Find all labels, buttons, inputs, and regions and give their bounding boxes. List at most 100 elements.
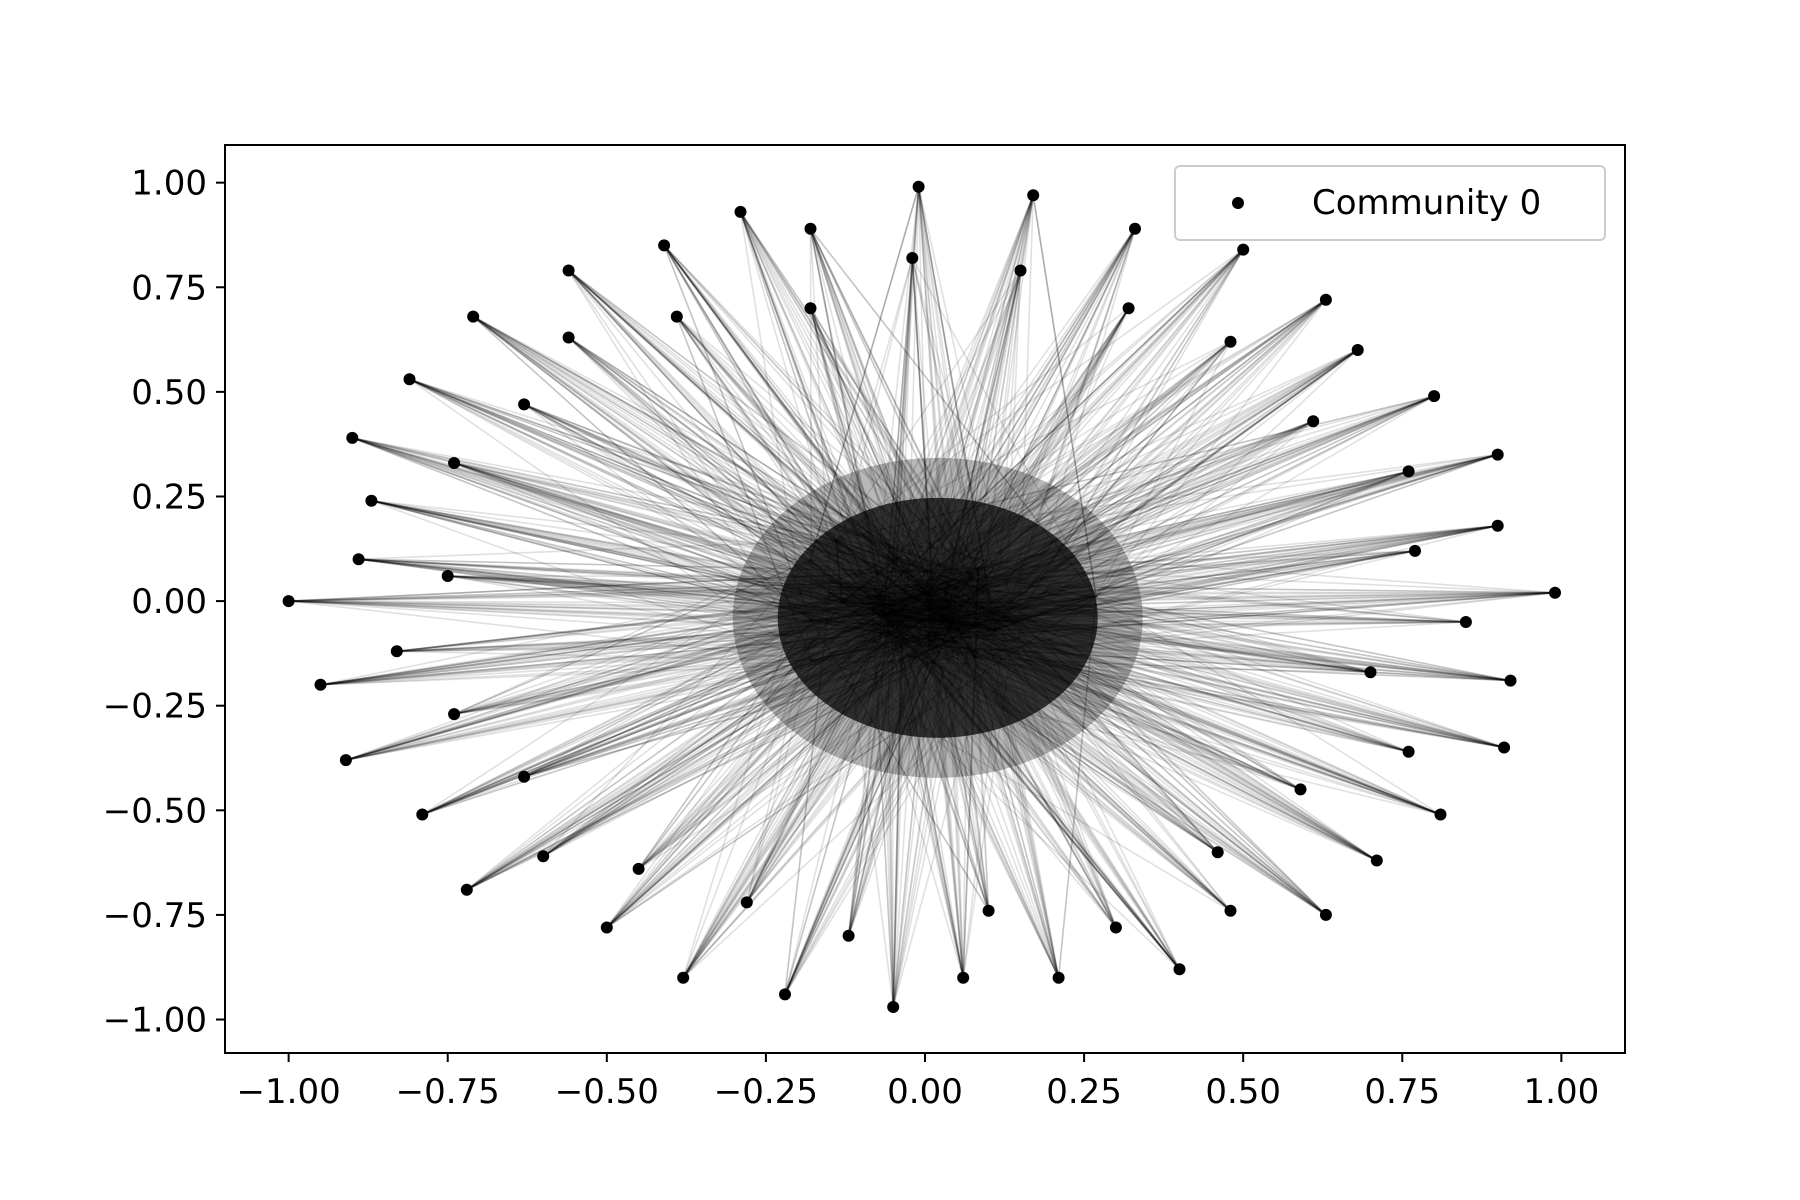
- node-point: [537, 850, 550, 863]
- edge: [1015, 621, 1511, 682]
- node-point: [912, 180, 925, 193]
- y-tick-label: −1.00: [103, 1001, 207, 1041]
- y-tick-label: 0.00: [131, 582, 207, 622]
- x-tick-label: 0.00: [887, 1072, 963, 1112]
- edge: [409, 378, 812, 662]
- node-point: [448, 708, 461, 721]
- center-cluster: [732, 457, 1143, 778]
- node-point: [1434, 808, 1447, 821]
- edge: [1057, 596, 1097, 978]
- edge: [1032, 195, 1097, 597]
- nodes-layer: [282, 180, 1561, 1013]
- x-tick-label: 0.75: [1364, 1072, 1440, 1112]
- node-point: [1491, 448, 1504, 461]
- edge: [288, 600, 812, 622]
- node-point: [1319, 293, 1332, 306]
- edge: [320, 619, 812, 686]
- edge: [523, 619, 812, 778]
- node-point: [957, 971, 970, 984]
- node-point: [1014, 264, 1027, 277]
- node-point: [518, 770, 531, 783]
- node-point: [1237, 243, 1250, 256]
- legend: Community 0: [1174, 165, 1606, 241]
- edge: [567, 270, 812, 621]
- node-point: [906, 252, 919, 264]
- legend-label: Community 0: [1312, 183, 1541, 223]
- edge: [352, 437, 831, 594]
- edge: [358, 558, 812, 622]
- node-point: [1173, 963, 1186, 976]
- edge: [739, 211, 962, 555]
- x-tick-label: −0.50: [555, 1072, 659, 1112]
- node-point: [1409, 544, 1421, 557]
- node-point: [1224, 335, 1237, 348]
- edge: [568, 269, 899, 559]
- edge: [409, 378, 831, 594]
- edge: [917, 186, 962, 554]
- edge: [663, 245, 812, 621]
- edge: [1095, 349, 1359, 598]
- y-tick-label: 0.25: [131, 477, 207, 517]
- node-point: [1402, 745, 1415, 758]
- edge: [911, 257, 1097, 597]
- x-tick-label: 1.00: [1524, 1072, 1600, 1112]
- node-point: [416, 808, 429, 821]
- node-point: [670, 310, 683, 323]
- edge: [1095, 595, 1441, 816]
- edge: [371, 499, 812, 662]
- edge: [358, 539, 836, 560]
- node-point: [365, 494, 378, 507]
- node-point: [982, 904, 995, 917]
- edge: [809, 186, 920, 561]
- edge: [409, 378, 898, 559]
- edge: [352, 437, 836, 542]
- node-point: [1498, 741, 1511, 754]
- x-tick-label: −0.25: [714, 1072, 818, 1112]
- node-point: [562, 264, 575, 277]
- edge: [396, 650, 812, 662]
- edge: [523, 403, 811, 562]
- edge: [809, 186, 920, 561]
- node-point: [1294, 783, 1307, 796]
- edge: [472, 316, 812, 621]
- edge: [288, 592, 831, 602]
- edge: [320, 619, 812, 686]
- node-point: [282, 595, 295, 608]
- node-point: [460, 883, 473, 896]
- node-point: [842, 929, 855, 942]
- node-point: [1109, 921, 1122, 934]
- edge: [960, 299, 1327, 555]
- hub-halo: [732, 457, 1143, 778]
- edge: [523, 403, 812, 622]
- y-tick-label: −0.25: [103, 687, 207, 727]
- node-point: [1351, 344, 1364, 356]
- node-point: [1402, 465, 1415, 478]
- node-point: [734, 205, 747, 218]
- edge: [453, 539, 837, 715]
- y-tick-label: 1.00: [131, 164, 207, 204]
- y-tick-label: 0.50: [131, 373, 207, 413]
- node-point: [1504, 674, 1517, 687]
- edge: [447, 575, 831, 594]
- node-point: [448, 457, 461, 469]
- edge: [371, 499, 843, 604]
- edge: [320, 659, 812, 686]
- edge: [1095, 420, 1314, 598]
- edge: [663, 245, 812, 621]
- edge: [352, 437, 876, 590]
- edge: [1095, 550, 1416, 598]
- node-point: [887, 1001, 900, 1013]
- edge: [1032, 195, 1097, 597]
- x-tick-label: −1.00: [237, 1072, 341, 1112]
- legend-frame: [1174, 165, 1606, 241]
- edge: [960, 299, 1327, 555]
- node-point: [804, 302, 817, 315]
- node-point: [677, 971, 690, 984]
- legend-marker: [1232, 197, 1244, 209]
- edge: [567, 270, 813, 662]
- node-point: [441, 570, 454, 582]
- edge: [1057, 596, 1097, 978]
- edge: [421, 619, 812, 816]
- edge: [345, 619, 812, 761]
